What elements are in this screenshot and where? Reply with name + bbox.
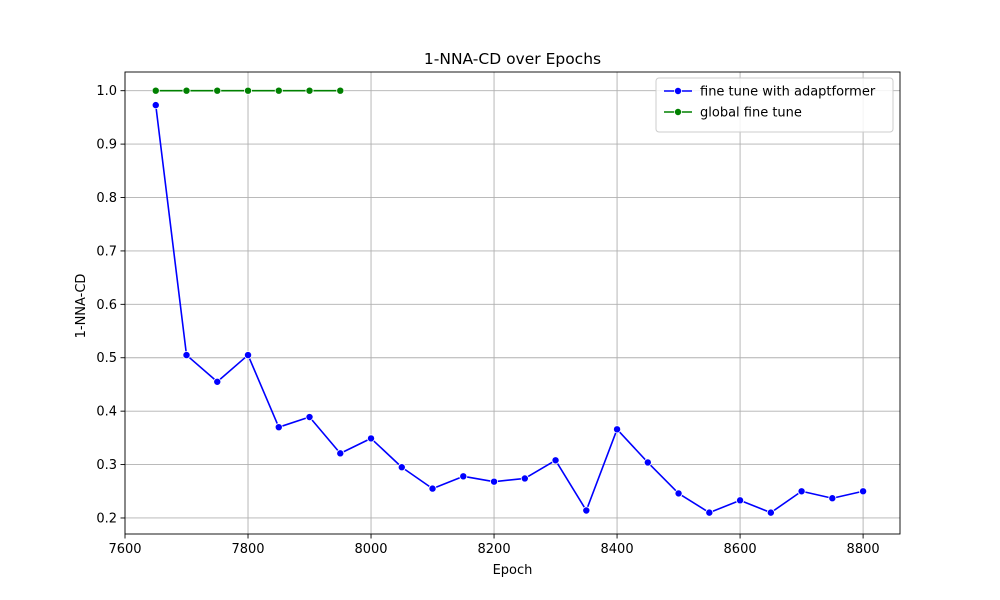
x-tick-label: 8400 [601,542,634,557]
data-point [643,458,652,467]
y-tick-label: 0.8 [96,191,117,206]
data-point [336,449,345,458]
y-tick-label: 0.7 [96,244,117,259]
series-line-1 [154,105,864,514]
data-point [736,496,745,505]
series-layer [151,86,868,517]
data-point [613,425,622,434]
data-point [766,508,775,517]
data-point [244,86,253,95]
data-point [397,463,406,472]
data-point [828,494,837,503]
x-tick-label: 7800 [231,542,264,557]
data-point [336,86,345,95]
data-point [859,487,868,496]
y-tick-label: 0.6 [96,298,117,313]
plot-area [125,72,900,534]
data-point [213,377,222,386]
data-point [274,423,283,432]
legend-swatch-marker [674,108,683,117]
data-point [182,86,191,95]
y-tick-label: 0.3 [96,458,117,473]
x-tick-label: 8200 [478,542,511,557]
data-point [151,101,160,110]
ticks: 7600 7800 8000 8200 8400 8600 8800 0.2 0.3 0.4 0.5… [96,84,879,557]
data-point [459,472,468,481]
axes-border [124,71,901,535]
x-tick-label: 8000 [354,542,387,557]
data-point [551,456,560,465]
legend: fine tune with adaptformer global fine tu… [655,77,894,133]
data-point [674,489,683,498]
y-tick-label: 0.5 [96,351,117,366]
legend-label: fine tune with adaptformer [700,85,876,100]
legend-swatch-marker [674,87,683,96]
plot-background [125,72,900,534]
data-point [151,86,160,95]
data-point [305,413,314,422]
x-tick-label: 8600 [724,542,757,557]
y-axis-title: 1-NNA-CD [74,274,89,339]
y-tick-label: 0.9 [96,138,117,153]
data-point [274,86,283,95]
x-axis-title: Epoch [493,563,533,578]
data-point [582,506,591,515]
data-point [520,474,529,483]
chart-title: 1-NNA-CD over Epochs [424,50,601,68]
data-point [705,508,714,517]
x-tick-label: 8800 [847,542,880,557]
data-point [797,487,806,496]
data-point [182,351,191,360]
data-point [490,477,499,486]
data-point [367,434,376,443]
legend-box [655,77,894,133]
legend-label: global fine tune [700,106,802,121]
y-tick-label: 1.0 [96,84,117,99]
data-point [244,351,253,360]
y-tick-label: 0.4 [96,405,117,420]
data-point [428,484,437,493]
x-tick-label: 7600 [108,542,141,557]
y-tick-label: 0.2 [96,511,117,526]
data-point [213,86,222,95]
axes-frame [124,71,901,535]
data-point [305,86,314,95]
